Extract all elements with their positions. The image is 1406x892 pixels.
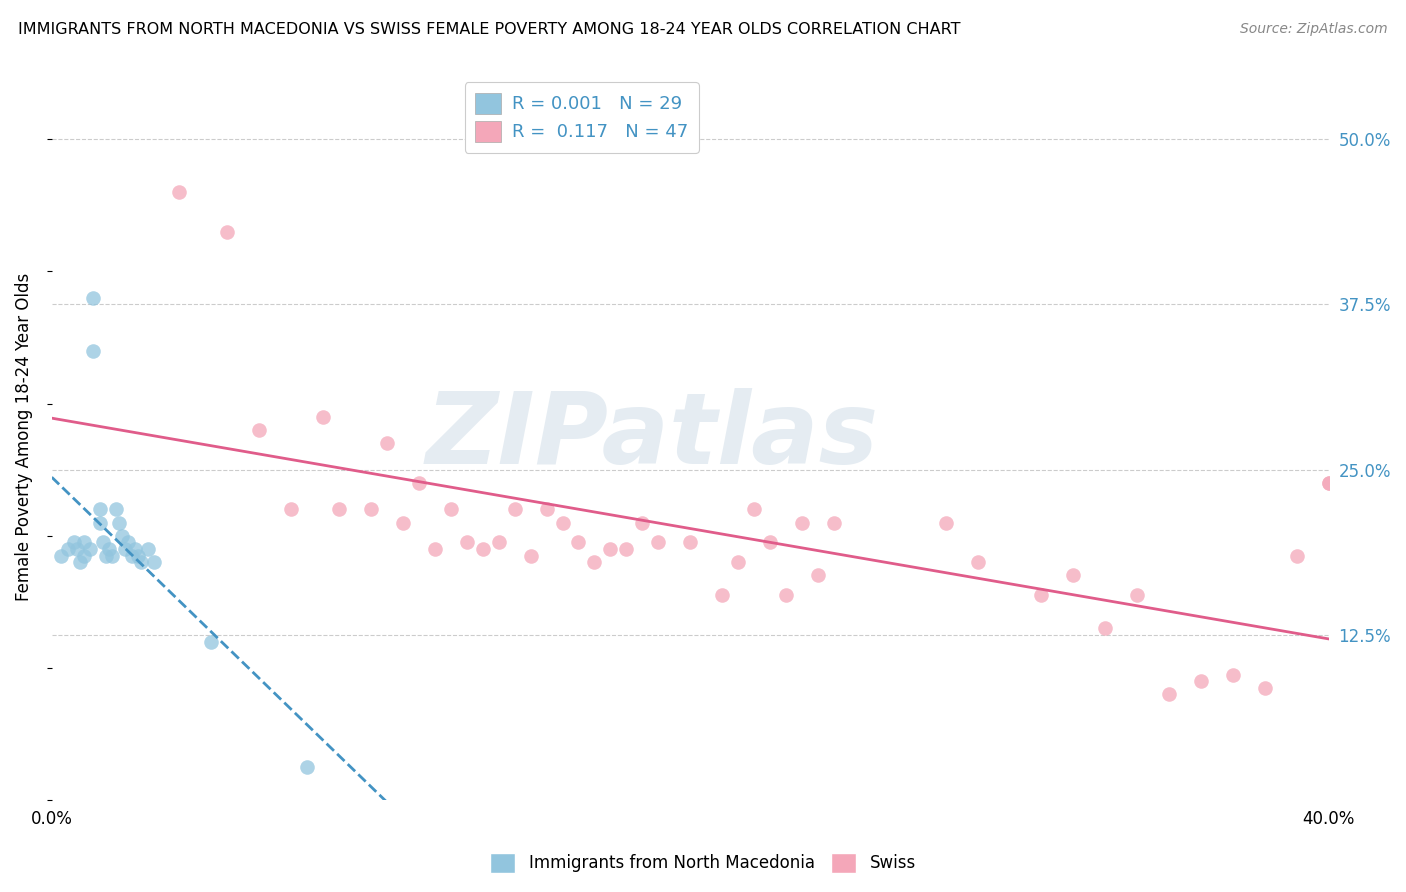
Point [73,535,96,549]
Text: ZIPatlas: ZIPatlas [426,388,879,485]
Point [1285,549,1308,563]
Point [104,502,127,516]
Point [94,549,117,563]
Point [503,502,526,516]
Point [536,502,558,516]
Point [807,568,830,582]
Point [471,541,494,556]
Point [73,549,96,563]
Point [101,549,124,563]
Point [200,634,222,648]
Point [1317,475,1340,490]
Text: IMMIGRANTS FROM NORTH MACEDONIA VS SWISS FEMALE POVERTY AMONG 18-24 YEAR OLDS CO: IMMIGRANTS FROM NORTH MACEDONIA VS SWISS… [18,22,960,37]
Point [169,185,191,199]
Point [583,555,606,569]
Point [89,502,111,516]
Point [91,535,114,549]
Point [408,475,430,490]
Point [631,516,654,530]
Point [727,555,749,569]
Point [114,541,136,556]
Point [456,535,478,549]
Point [599,541,621,556]
Point [551,516,574,530]
Point [375,436,398,450]
Point [647,535,669,549]
Point [1254,681,1277,695]
Point [1222,667,1244,681]
Point [328,502,350,516]
Point [440,502,463,516]
Point [98,541,121,556]
Y-axis label: Female Poverty Among 18-24 Year Olds: Female Poverty Among 18-24 Year Olds [15,272,32,600]
Point [82,343,104,358]
Point [966,555,988,569]
Point [1157,688,1180,702]
Point [1062,568,1084,582]
Point [488,535,510,549]
Point [935,516,957,530]
Legend: Immigrants from North Macedonia, Swiss: Immigrants from North Macedonia, Swiss [484,847,922,880]
Legend: R = 0.001   N = 29, R =  0.117   N = 47: R = 0.001 N = 29, R = 0.117 N = 47 [464,82,699,153]
Point [63,535,86,549]
Point [679,535,702,549]
Point [89,516,111,530]
Point [136,541,159,556]
Point [247,423,270,437]
Point [51,549,73,563]
Point [1126,588,1149,602]
Point [1031,588,1053,602]
Point [790,516,813,530]
Point [1317,475,1340,490]
Point [392,516,415,530]
Point [217,225,239,239]
Point [567,535,589,549]
Point [711,588,734,602]
Point [69,555,91,569]
Point [423,541,446,556]
Point [519,549,541,563]
Point [66,541,89,556]
Point [111,529,134,543]
Point [775,588,797,602]
Point [360,502,382,516]
Point [280,502,302,516]
Text: Source: ZipAtlas.com: Source: ZipAtlas.com [1240,22,1388,37]
Point [117,535,139,549]
Point [107,516,129,530]
Point [56,541,79,556]
Point [127,549,149,563]
Point [742,502,765,516]
Point [121,549,143,563]
Point [142,555,165,569]
Point [124,541,146,556]
Point [295,760,318,774]
Point [759,535,782,549]
Point [312,409,335,424]
Point [1189,674,1212,689]
Point [82,291,104,305]
Point [1094,621,1116,635]
Point [823,516,845,530]
Point [614,541,637,556]
Point [129,555,152,569]
Point [79,541,101,556]
